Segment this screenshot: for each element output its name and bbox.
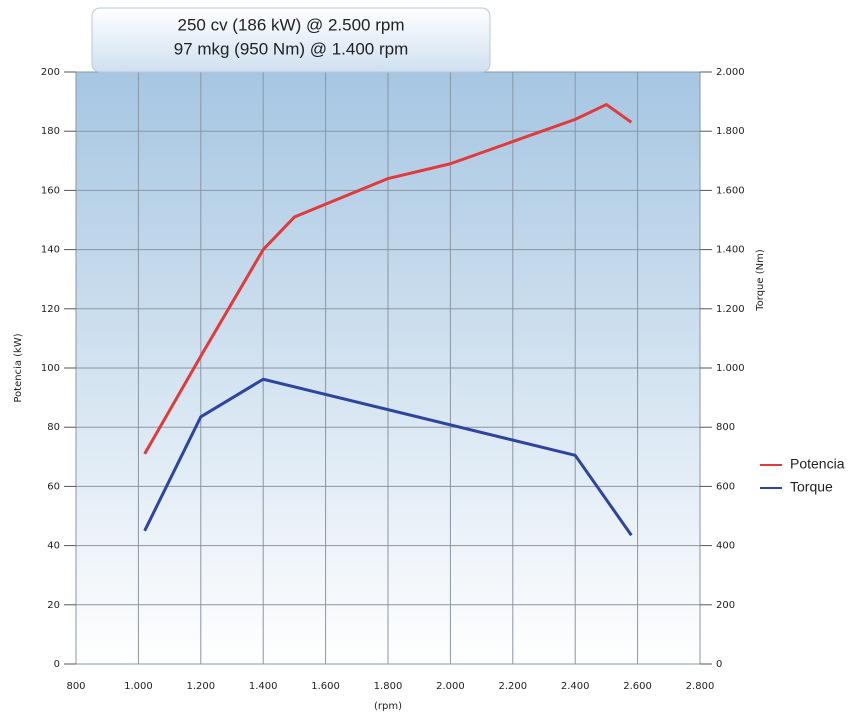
- chart-title: 250 cv (186 kW) @ 2.500 rpm: [177, 15, 404, 34]
- y2-tick-label: 1.600: [716, 185, 745, 196]
- y-axis-label: Potencia (kW): [13, 333, 24, 402]
- x-tick-label: 2.600: [623, 681, 652, 692]
- x-tick-label: 1.400: [249, 681, 278, 692]
- title-box: [91, 7, 491, 73]
- y2-tick-label: 1.400: [716, 245, 745, 256]
- y-tick-label: 120: [41, 304, 60, 315]
- y2-tick-label: 1.200: [716, 304, 745, 315]
- x-tick-label: 2.200: [498, 681, 527, 692]
- y-tick-label: 40: [47, 541, 60, 552]
- y-tick-label: 0: [54, 659, 60, 670]
- x-tick-label: 1.800: [374, 681, 403, 692]
- x-tick-label: 1.200: [186, 681, 215, 692]
- x-tick-label: 1.600: [311, 681, 340, 692]
- y2-tick-label: 1.000: [716, 363, 745, 374]
- y-tick-label: 200: [41, 67, 60, 78]
- x-tick-label: 800: [66, 681, 85, 692]
- x-axis-label: (rpm): [374, 701, 402, 712]
- y2-tick-label: 600: [716, 481, 735, 492]
- y2-tick-label: 2.000: [716, 67, 745, 78]
- y2-tick-label: 0: [716, 659, 722, 670]
- chart-subtitle: 97 mkg (950 Nm) @ 1.400 rpm: [174, 39, 409, 58]
- y-tick-label: 20: [47, 600, 60, 611]
- line: [143, 103, 633, 455]
- y2-tick-label: 800: [716, 422, 735, 433]
- y2-axis-label: Torque (Nm): [755, 249, 766, 312]
- line: [143, 377, 633, 537]
- y-tick-label: 100: [41, 363, 60, 374]
- legend-label: Torque: [790, 479, 833, 495]
- y-tick-label: 140: [41, 245, 60, 256]
- x-tick-label: 2.800: [686, 681, 715, 692]
- y-tick-label: 80: [47, 422, 60, 433]
- y2-tick-label: 1.800: [716, 126, 745, 137]
- x-tick-label: 2.000: [436, 681, 465, 692]
- y2-tick-label: 400: [716, 541, 735, 552]
- y-tick-label: 160: [41, 185, 60, 196]
- x-tick-label: 2.400: [561, 681, 590, 692]
- y2-tick-label: 200: [716, 600, 735, 611]
- legend-label: Potencia: [790, 456, 845, 472]
- y-tick-label: 180: [41, 126, 60, 137]
- y-tick-label: 60: [47, 481, 60, 492]
- x-tick-label: 1.000: [124, 681, 153, 692]
